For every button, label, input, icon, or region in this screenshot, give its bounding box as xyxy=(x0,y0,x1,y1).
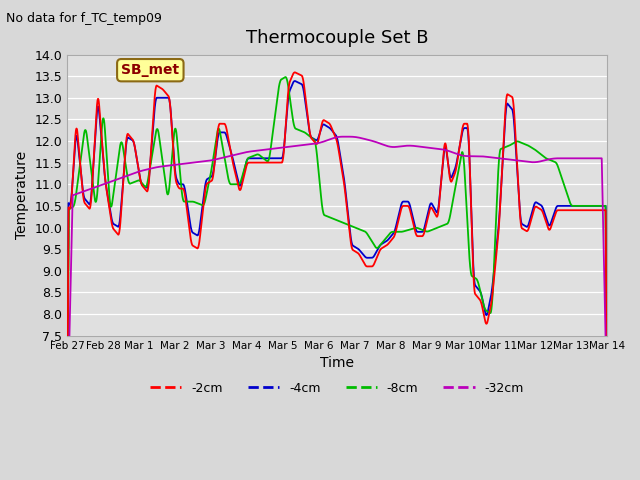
Text: SB_met: SB_met xyxy=(121,63,179,77)
X-axis label: Time: Time xyxy=(320,356,354,370)
Legend: -2cm, -4cm, -8cm, -32cm: -2cm, -4cm, -8cm, -32cm xyxy=(145,377,529,400)
Text: No data for f_TC_temp09: No data for f_TC_temp09 xyxy=(6,12,163,25)
Title: Thermocouple Set B: Thermocouple Set B xyxy=(246,29,428,48)
Y-axis label: Temperature: Temperature xyxy=(15,151,29,239)
